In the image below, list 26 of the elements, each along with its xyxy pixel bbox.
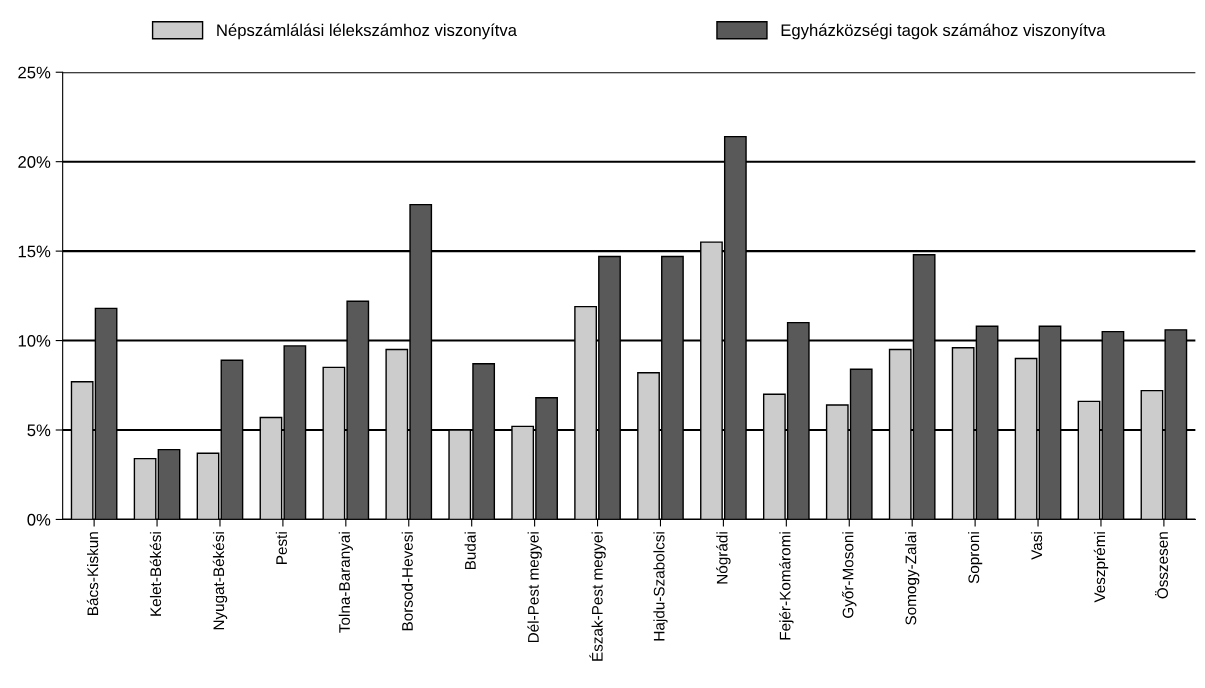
y-tick-label: 15%: [18, 245, 51, 258]
x-tick-label: Bács-Kiskun: [86, 532, 99, 615]
y-tick-label: 10%: [18, 334, 51, 347]
x-tick-label: Győr-Mosoni: [842, 532, 857, 618]
x-tick-label: Pesti: [275, 532, 288, 564]
x-tick-label: Hajdu-Szabolcsi: [653, 532, 668, 641]
x-tick-label: Borsod-Hevesi: [401, 532, 413, 631]
legend-label: Egyházközségi tagok számához viszonyítva: [781, 23, 1106, 40]
x-tick-label: Veszprémi: [1093, 532, 1109, 603]
x-tick-label: Dél-Pest megyei: [527, 532, 542, 643]
x-tick-label: Somogy-Zalai: [905, 532, 920, 625]
y-tick-label: 25%: [18, 66, 51, 79]
x-tick-label: Vasi: [1030, 532, 1043, 560]
x-tick-label: Összesen: [1155, 532, 1168, 599]
y-tick-label: 5%: [27, 424, 51, 437]
x-tick-label: Nyugat-Békési: [212, 532, 228, 630]
x-tick-label: Észak-Pest megyei: [589, 532, 606, 661]
legend-label: Népszámlálási lélekszámhoz viszonyítva: [217, 23, 517, 40]
x-tick-label: Tolna-Baranyai: [338, 532, 353, 633]
y-tick-label: 0%: [27, 513, 51, 526]
x-tick-label: Kelet-Békési: [149, 532, 162, 616]
x-tick-label: Nógrádi: [716, 532, 731, 584]
x-tick-label: Soproni: [967, 532, 983, 584]
y-tick-label: 20%: [18, 156, 51, 168]
x-tick-label: Budai: [464, 532, 476, 570]
x-tick-label: Fejér-Komáromi: [779, 532, 794, 640]
